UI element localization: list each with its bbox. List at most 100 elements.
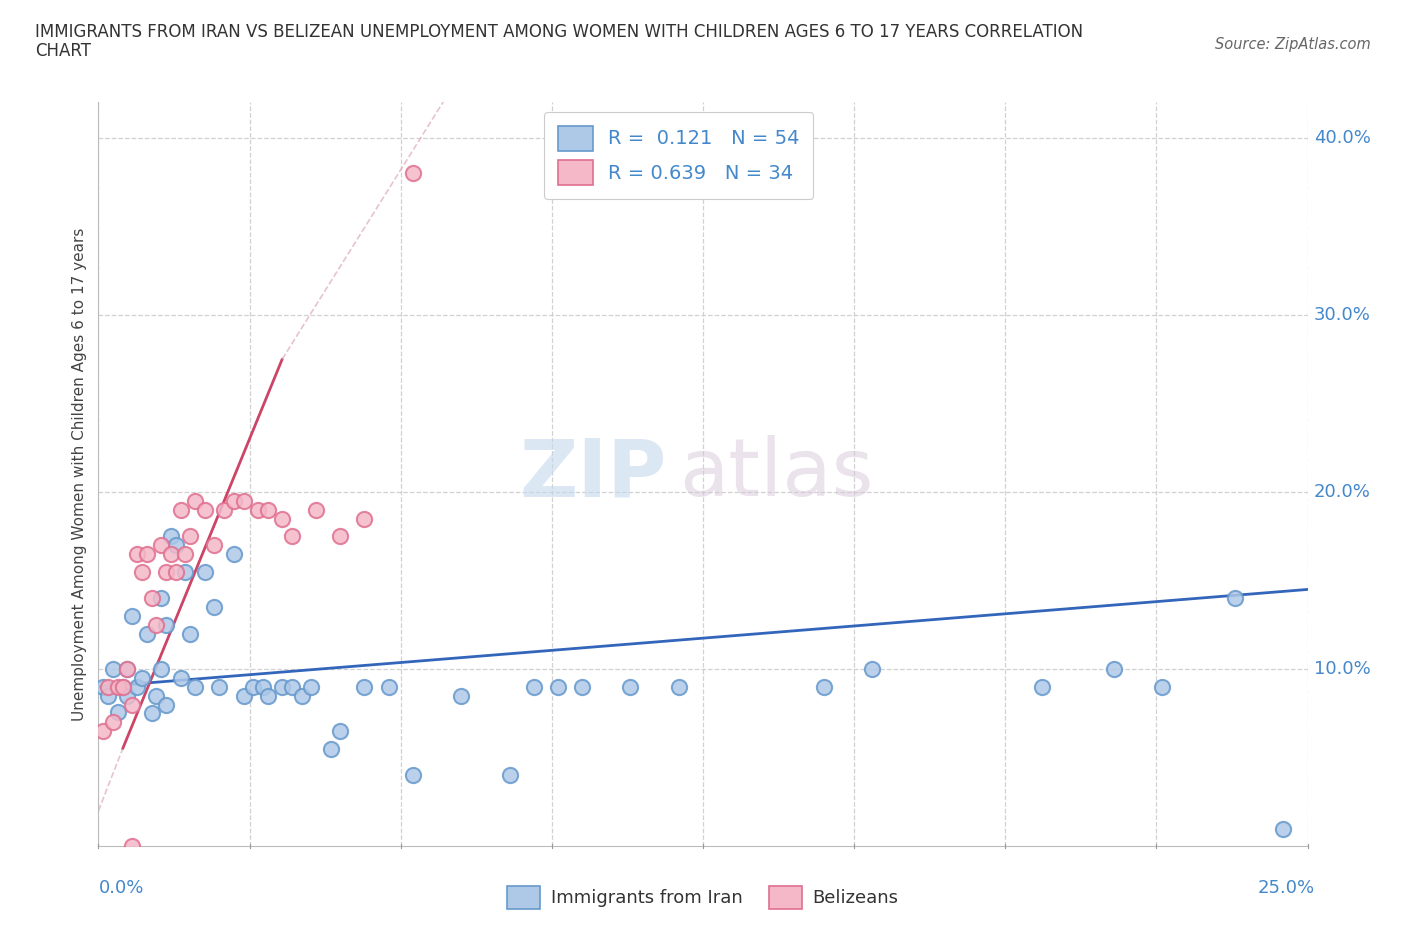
Point bbox=[111, 680, 134, 695]
Point bbox=[222, 547, 245, 562]
Point bbox=[127, 547, 149, 562]
Point bbox=[242, 680, 264, 695]
Point bbox=[155, 618, 177, 632]
Point bbox=[111, 680, 134, 695]
Point bbox=[169, 671, 191, 685]
Point bbox=[329, 529, 352, 544]
Point bbox=[1102, 662, 1125, 677]
Text: 0.0%: 0.0% bbox=[98, 879, 143, 897]
Point bbox=[101, 662, 124, 677]
Point bbox=[299, 680, 322, 695]
Point bbox=[450, 688, 472, 703]
Point bbox=[101, 715, 124, 730]
Point bbox=[184, 680, 207, 695]
Text: CHART: CHART bbox=[35, 42, 91, 60]
Text: 20.0%: 20.0% bbox=[1313, 483, 1371, 501]
Point bbox=[160, 547, 183, 562]
Point bbox=[135, 626, 157, 641]
Point bbox=[184, 494, 207, 509]
Point bbox=[165, 565, 187, 579]
Point bbox=[204, 538, 226, 552]
Point bbox=[212, 502, 235, 517]
Point bbox=[571, 680, 593, 695]
Text: IMMIGRANTS FROM IRAN VS BELIZEAN UNEMPLOYMENT AMONG WOMEN WITH CHILDREN AGES 6 T: IMMIGRANTS FROM IRAN VS BELIZEAN UNEMPLO… bbox=[35, 23, 1083, 41]
Point bbox=[252, 680, 274, 695]
Point bbox=[547, 680, 569, 695]
Point bbox=[208, 680, 231, 695]
Text: ZIP: ZIP bbox=[519, 435, 666, 513]
Point bbox=[117, 662, 139, 677]
Point bbox=[271, 680, 294, 695]
Point bbox=[131, 671, 153, 685]
Point bbox=[281, 529, 304, 544]
Point bbox=[131, 565, 153, 579]
Point bbox=[117, 688, 139, 703]
Point bbox=[107, 704, 129, 719]
Point bbox=[232, 494, 254, 509]
Point bbox=[222, 494, 245, 509]
Point bbox=[256, 502, 278, 517]
Point bbox=[145, 688, 167, 703]
Point bbox=[247, 502, 270, 517]
Point bbox=[107, 680, 129, 695]
Text: 10.0%: 10.0% bbox=[1313, 660, 1371, 678]
Point bbox=[150, 538, 173, 552]
Point bbox=[169, 502, 191, 517]
Point bbox=[145, 618, 167, 632]
Point bbox=[402, 768, 425, 783]
Point bbox=[402, 166, 425, 180]
Point bbox=[813, 680, 835, 695]
Point bbox=[1031, 680, 1053, 695]
Point bbox=[1272, 821, 1295, 836]
Point bbox=[117, 662, 139, 677]
Text: 40.0%: 40.0% bbox=[1313, 128, 1371, 147]
Point bbox=[179, 529, 201, 544]
Point bbox=[141, 591, 163, 605]
Point bbox=[281, 680, 304, 695]
Point bbox=[194, 502, 217, 517]
Point bbox=[256, 688, 278, 703]
Point bbox=[329, 724, 352, 738]
Text: Source: ZipAtlas.com: Source: ZipAtlas.com bbox=[1215, 37, 1371, 52]
Point bbox=[141, 706, 163, 721]
Text: 25.0%: 25.0% bbox=[1257, 879, 1315, 897]
Point bbox=[91, 724, 114, 738]
Point bbox=[150, 662, 173, 677]
Point bbox=[668, 680, 690, 695]
Point bbox=[121, 608, 143, 623]
Point bbox=[91, 680, 114, 695]
Y-axis label: Unemployment Among Women with Children Ages 6 to 17 years: Unemployment Among Women with Children A… bbox=[72, 228, 87, 721]
Point bbox=[319, 741, 342, 756]
Point bbox=[165, 538, 187, 552]
Point bbox=[1223, 591, 1246, 605]
Point bbox=[353, 680, 375, 695]
Point bbox=[523, 680, 546, 695]
Point bbox=[174, 547, 197, 562]
Point bbox=[305, 502, 328, 517]
Point bbox=[204, 600, 226, 615]
Point bbox=[179, 626, 201, 641]
Text: 30.0%: 30.0% bbox=[1313, 306, 1371, 324]
Point bbox=[353, 512, 375, 526]
Point bbox=[174, 565, 197, 579]
Point bbox=[97, 688, 120, 703]
Point bbox=[121, 698, 143, 712]
Point bbox=[1152, 680, 1174, 695]
Point bbox=[271, 512, 294, 526]
Point bbox=[155, 565, 177, 579]
Legend: R =  0.121   N = 54, R = 0.639   N = 34: R = 0.121 N = 54, R = 0.639 N = 34 bbox=[544, 112, 814, 199]
Legend: Immigrants from Iran, Belizeans: Immigrants from Iran, Belizeans bbox=[501, 879, 905, 916]
Point bbox=[290, 688, 312, 703]
Point bbox=[619, 680, 641, 695]
Point bbox=[232, 688, 254, 703]
Point bbox=[150, 591, 173, 605]
Point bbox=[160, 529, 183, 544]
Point bbox=[121, 839, 143, 854]
Point bbox=[377, 680, 399, 695]
Point bbox=[135, 547, 157, 562]
Point bbox=[194, 565, 217, 579]
Point bbox=[127, 680, 149, 695]
Point bbox=[860, 662, 883, 677]
Point bbox=[155, 698, 177, 712]
Point bbox=[97, 680, 120, 695]
